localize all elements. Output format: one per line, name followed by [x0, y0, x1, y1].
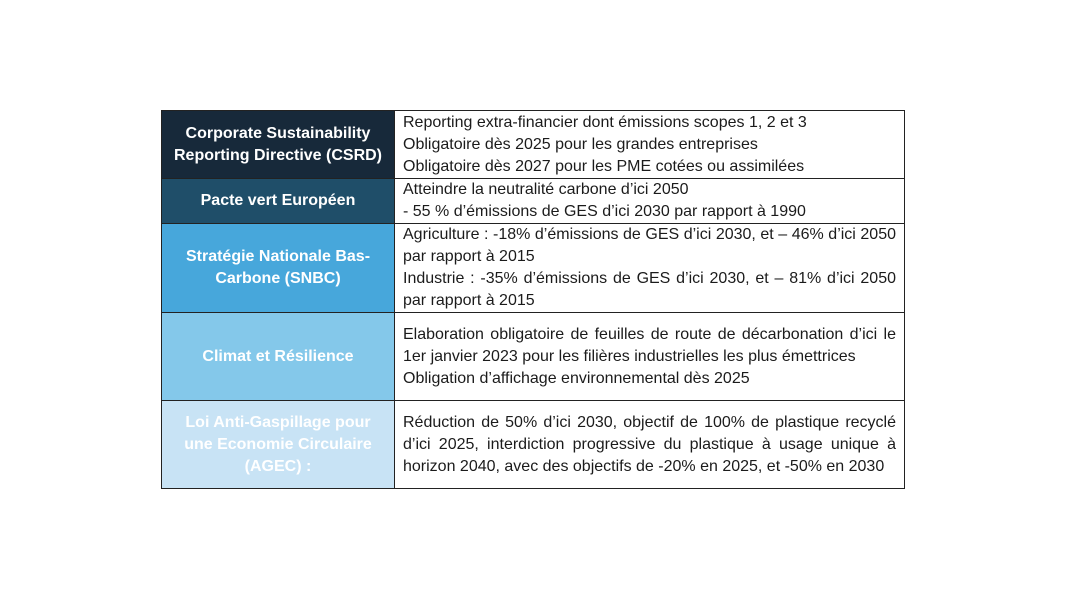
description-line: Obligatoire dès 2025 pour les grandes en…	[403, 135, 758, 153]
regulations-table-body: Corporate Sustainability Reporting Direc…	[161, 110, 905, 489]
description-line: Réduction de 50% d’ici 2030, objectif de…	[403, 413, 896, 475]
description-line: - 55 % d’émissions de GES d’ici 2030 par…	[403, 203, 806, 220]
table-row-csrd: Corporate Sustainability Reporting Direc…	[161, 110, 905, 179]
table-row-agec: Loi Anti-Gaspillage pour une Economie Ci…	[161, 400, 905, 489]
description-line: Reporting extra-financier dont émissions…	[403, 113, 807, 131]
regulation-description-cell: Elaboration obligatoire de feuilles de r…	[394, 312, 905, 401]
regulation-title-cell: Loi Anti-Gaspillage pour une Economie Ci…	[161, 400, 395, 489]
description-line: Obligation d’affichage environnemental d…	[403, 369, 750, 387]
table-row-snbc: Stratégie Nationale Bas-Carbone (SNBC) A…	[161, 223, 905, 313]
regulation-title-cell: Stratégie Nationale Bas-Carbone (SNBC)	[161, 223, 395, 313]
description-line: Elaboration obligatoire de feuilles de r…	[403, 325, 896, 365]
description-line: Agriculture : -18% d’émissions de GES d’…	[403, 226, 896, 265]
description-line: Industrie : -35% d’émissions de GES d’ic…	[403, 270, 896, 309]
regulation-description-cell: Atteindre la neutralité carbone d’ici 20…	[394, 178, 905, 224]
table-row-pacte-vert: Pacte vert Européen Atteindre la neutral…	[161, 178, 905, 224]
description-line: Atteindre la neutralité carbone d’ici 20…	[403, 181, 689, 198]
table-row-climat-resilience: Climat et Résilience Elaboration obligat…	[161, 312, 905, 401]
regulation-title-cell: Pacte vert Européen	[161, 178, 395, 224]
regulation-title-cell: Corporate Sustainability Reporting Direc…	[161, 110, 395, 179]
regulation-description-cell: Agriculture : -18% d’émissions de GES d’…	[394, 223, 905, 313]
description-line: Obligatoire dès 2027 pour les PME cotées…	[403, 157, 805, 175]
regulations-table: Corporate Sustainability Reporting Direc…	[161, 110, 905, 489]
regulation-description-cell: Réduction de 50% d’ici 2030, objectif de…	[394, 400, 905, 489]
regulation-description-cell: Reporting extra-financier dont émissions…	[394, 110, 905, 179]
regulation-title-cell: Climat et Résilience	[161, 312, 395, 401]
